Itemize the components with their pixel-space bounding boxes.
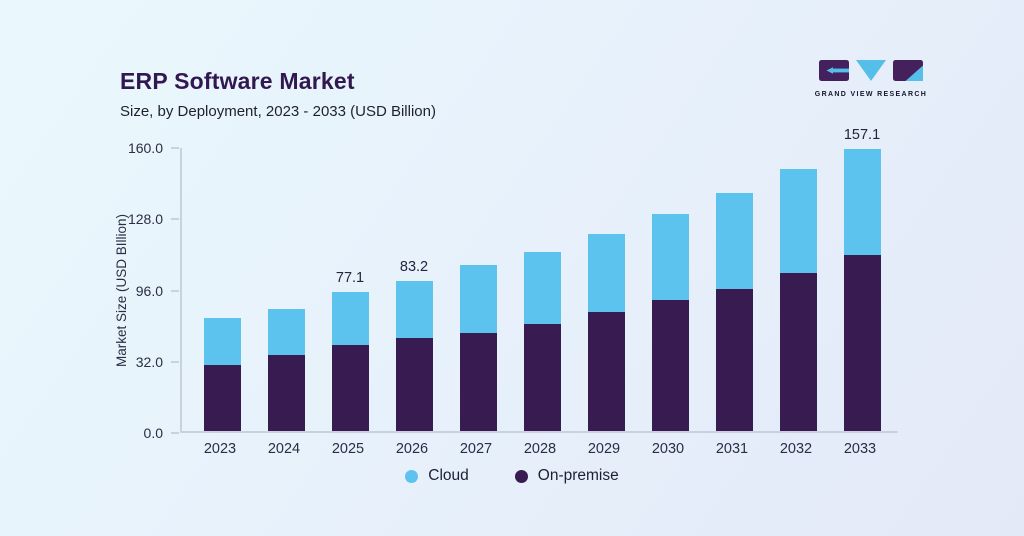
bar-segment-cloud-2029 [587, 234, 625, 312]
y-tick-mark [171, 147, 179, 149]
bar-value-label-2026: 83.2 [399, 259, 429, 275]
chart-header: ERP Software Market Size, by Deployment,… [120, 68, 436, 120]
legend-item-cloud: Cloud [405, 467, 469, 485]
bar-segment-on-premise-2026 [395, 338, 433, 431]
bar-segment-cloud-2030 [651, 214, 689, 300]
page-title: ERP Software Market [120, 68, 355, 94]
bar-segment-on-premise-2029 [587, 312, 625, 431]
bar-2024 [267, 309, 305, 431]
bar-segment-cloud-2031 [715, 193, 753, 289]
bar-value-label-2025: 77.1 [335, 270, 365, 286]
bar-segment-cloud-2032 [779, 169, 817, 273]
y-tick-label-160.0: 160.0 [127, 140, 163, 156]
logo-text: GRAND VIEW RESEARCH [814, 91, 928, 98]
y-tick-mark [171, 290, 179, 292]
bar-segment-on-premise-2027 [459, 333, 497, 431]
x-tick-label-2029: 2029 [587, 441, 621, 457]
bar-segment-cloud-2023 [203, 318, 241, 365]
bar-2028 [523, 252, 561, 431]
x-tick-label-2032: 2032 [779, 441, 813, 457]
plot-area: 77.1 83.2 157.1 [180, 127, 898, 433]
y-tick-label-0.0: 0.0 [143, 425, 163, 441]
bar-segment-cloud-2025 [331, 292, 369, 345]
y-axis: 160.0 128.0 96.0 32.0 0.0 [0, 140, 180, 441]
bar-2027 [459, 265, 497, 431]
bar-2033: 157.1 [843, 127, 881, 431]
v-triangle-icon [856, 60, 886, 86]
bar-segment-on-premise-2023 [203, 365, 241, 431]
x-tick-label-2025: 2025 [331, 441, 365, 457]
grand-view-research-logo: GRAND VIEW RESEARCH [810, 60, 932, 98]
y-tick-mark [171, 361, 179, 363]
bar-2031 [715, 193, 753, 431]
legend-label: On-premise [537, 467, 619, 484]
bar-segment-cloud-2024 [267, 309, 305, 355]
bar-segment-on-premise-2028 [523, 324, 561, 431]
bar-2032 [779, 169, 817, 431]
bar-2029 [587, 234, 625, 431]
bar-segment-on-premise-2024 [267, 355, 305, 431]
bar-segment-on-premise-2032 [779, 273, 817, 431]
bar-segment-cloud-2027 [459, 265, 497, 333]
y-tick-label-128.0: 128.0 [127, 211, 163, 227]
bar-value-label-2033: 157.1 [843, 127, 881, 143]
y-tick-label-96.0: 96.0 [135, 283, 163, 299]
r-mark-icon [893, 60, 923, 86]
bar-segment-on-premise-2031 [715, 289, 753, 431]
page-subtitle: Size, by Deployment, 2023 - 2033 (USD Bi… [120, 103, 436, 120]
bar-2023 [203, 318, 241, 431]
bar-2025: 77.1 [331, 270, 369, 431]
legend-swatch-icon [514, 469, 528, 483]
bar-segment-on-premise-2033 [843, 255, 881, 431]
x-tick-label-2033: 2033 [843, 441, 877, 457]
logo-icons [810, 60, 932, 86]
y-tick-mark [171, 432, 179, 434]
bar-2030 [651, 214, 689, 431]
bar-segment-cloud-2028 [523, 252, 561, 324]
y-tick-mark [171, 218, 179, 220]
x-tick-label-2026: 2026 [395, 441, 429, 457]
chart-legend: Cloud On-premise [0, 467, 1024, 485]
bar-segment-on-premise-2025 [331, 345, 369, 431]
x-tick-label-2028: 2028 [523, 441, 557, 457]
x-tick-label-2027: 2027 [459, 441, 493, 457]
legend-item-on-premise: On-premise [514, 467, 619, 485]
legend-label: Cloud [428, 467, 469, 484]
x-tick-label-2031: 2031 [715, 441, 749, 457]
x-tick-label-2024: 2024 [267, 441, 301, 457]
y-tick-label-32.0: 32.0 [135, 354, 163, 370]
bar-2026: 83.2 [395, 259, 433, 431]
bar-segment-on-premise-2030 [651, 300, 689, 431]
legend-swatch-icon [405, 469, 419, 483]
x-tick-label-2030: 2030 [651, 441, 685, 457]
g-mark-icon [819, 60, 849, 86]
bar-segment-cloud-2033 [843, 149, 881, 255]
x-tick-label-2023: 2023 [203, 441, 237, 457]
bar-segment-cloud-2026 [395, 281, 433, 338]
